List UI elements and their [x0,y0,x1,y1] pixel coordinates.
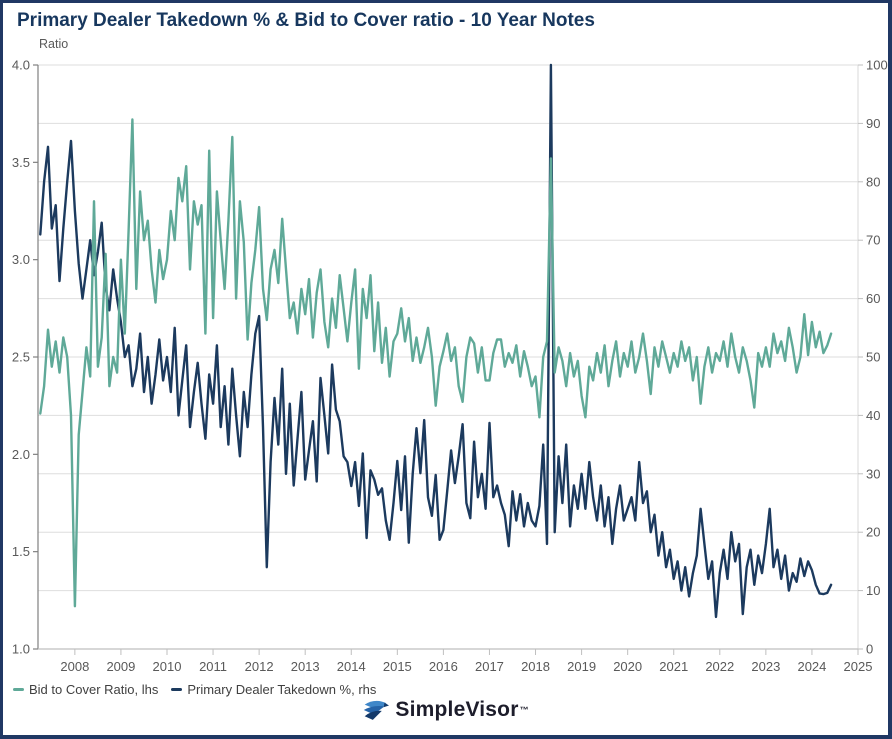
x-axis-tick-label: 2019 [567,659,596,674]
brand-name: SimpleVisor [395,698,519,721]
bid-to-cover-swatch-icon [13,687,24,692]
x-axis-tick-label: 2021 [659,659,688,674]
x-axis-tick-label: 2017 [475,659,504,674]
left-axis-tick-label: 4.0 [12,58,30,73]
simplevisor-eagle-logo-icon [364,700,390,720]
left-axis-tick-label: 1.0 [12,642,30,657]
right-axis-tick-label: 60 [866,291,880,306]
x-axis-tick-label: 2023 [751,659,780,674]
right-axis-tick-label: 100 [866,58,888,73]
left-axis-unit-label: Ratio [39,37,69,51]
right-axis-tick-label: 80 [866,174,880,189]
right-axis-tick-label: 50 [866,350,880,365]
chart-legend: Bid to Cover Ratio, lhs Primary Dealer T… [13,682,376,697]
x-axis-tick-label: 2024 [797,659,826,674]
legend-item-bid-to-cover: Bid to Cover Ratio, lhs [13,682,158,697]
x-axis-tick-label: 2011 [199,659,227,674]
takedown-swatch-icon [171,687,183,692]
right-axis-tick-label: 90 [866,116,880,131]
legend-label-takedown: Primary Dealer Takedown %, rhs [187,682,377,697]
left-axis-tick-label: 1.5 [12,544,30,559]
legend-item-takedown: Primary Dealer Takedown %, rhs [171,682,376,697]
x-axis-tick-label: 2022 [705,659,734,674]
right-axis-tick-label: 10 [866,583,880,598]
footer-brand: SimpleVisor ™ [3,697,888,723]
left-axis-tick-label: 2.5 [12,350,30,365]
right-axis-tick-label: 0 [866,642,873,657]
x-axis-tick-label: 2015 [383,659,412,674]
x-axis-tick-label: 2025 [844,659,873,674]
right-axis-tick-label: 40 [866,408,880,423]
right-axis-tick-label: 30 [866,466,880,481]
page-title: Primary Dealer Takedown % & Bid to Cover… [17,10,595,31]
x-axis-tick-label: 2018 [521,659,550,674]
legend-label-bid-to-cover: Bid to Cover Ratio, lhs [29,682,159,697]
left-axis-tick-label: 3.0 [12,252,30,267]
left-axis-tick-label: 2.0 [12,447,30,462]
x-axis-tick-label: 2012 [245,659,274,674]
right-axis-tick-label: 20 [866,525,880,540]
primary-dealer-takedown-line [39,63,833,619]
x-axis-tick-label: 2009 [106,659,135,674]
left-axis-tick-label: 3.5 [12,155,30,170]
x-axis-tick-label: 2016 [429,659,458,674]
brand-trademark: ™ [519,705,529,715]
x-axis-tick-label: 2014 [337,659,366,674]
x-axis-tick-label: 2013 [291,659,320,674]
bid-to-cover-line [39,118,833,608]
x-axis-tick-label: 2020 [613,659,642,674]
x-axis-tick-label: 2008 [60,659,89,674]
x-axis-tick-label: 2010 [153,659,182,674]
right-axis-tick-label: 70 [866,233,880,248]
chart-canvas: 4.03.53.02.52.01.51.01009080706050403020… [12,58,888,675]
